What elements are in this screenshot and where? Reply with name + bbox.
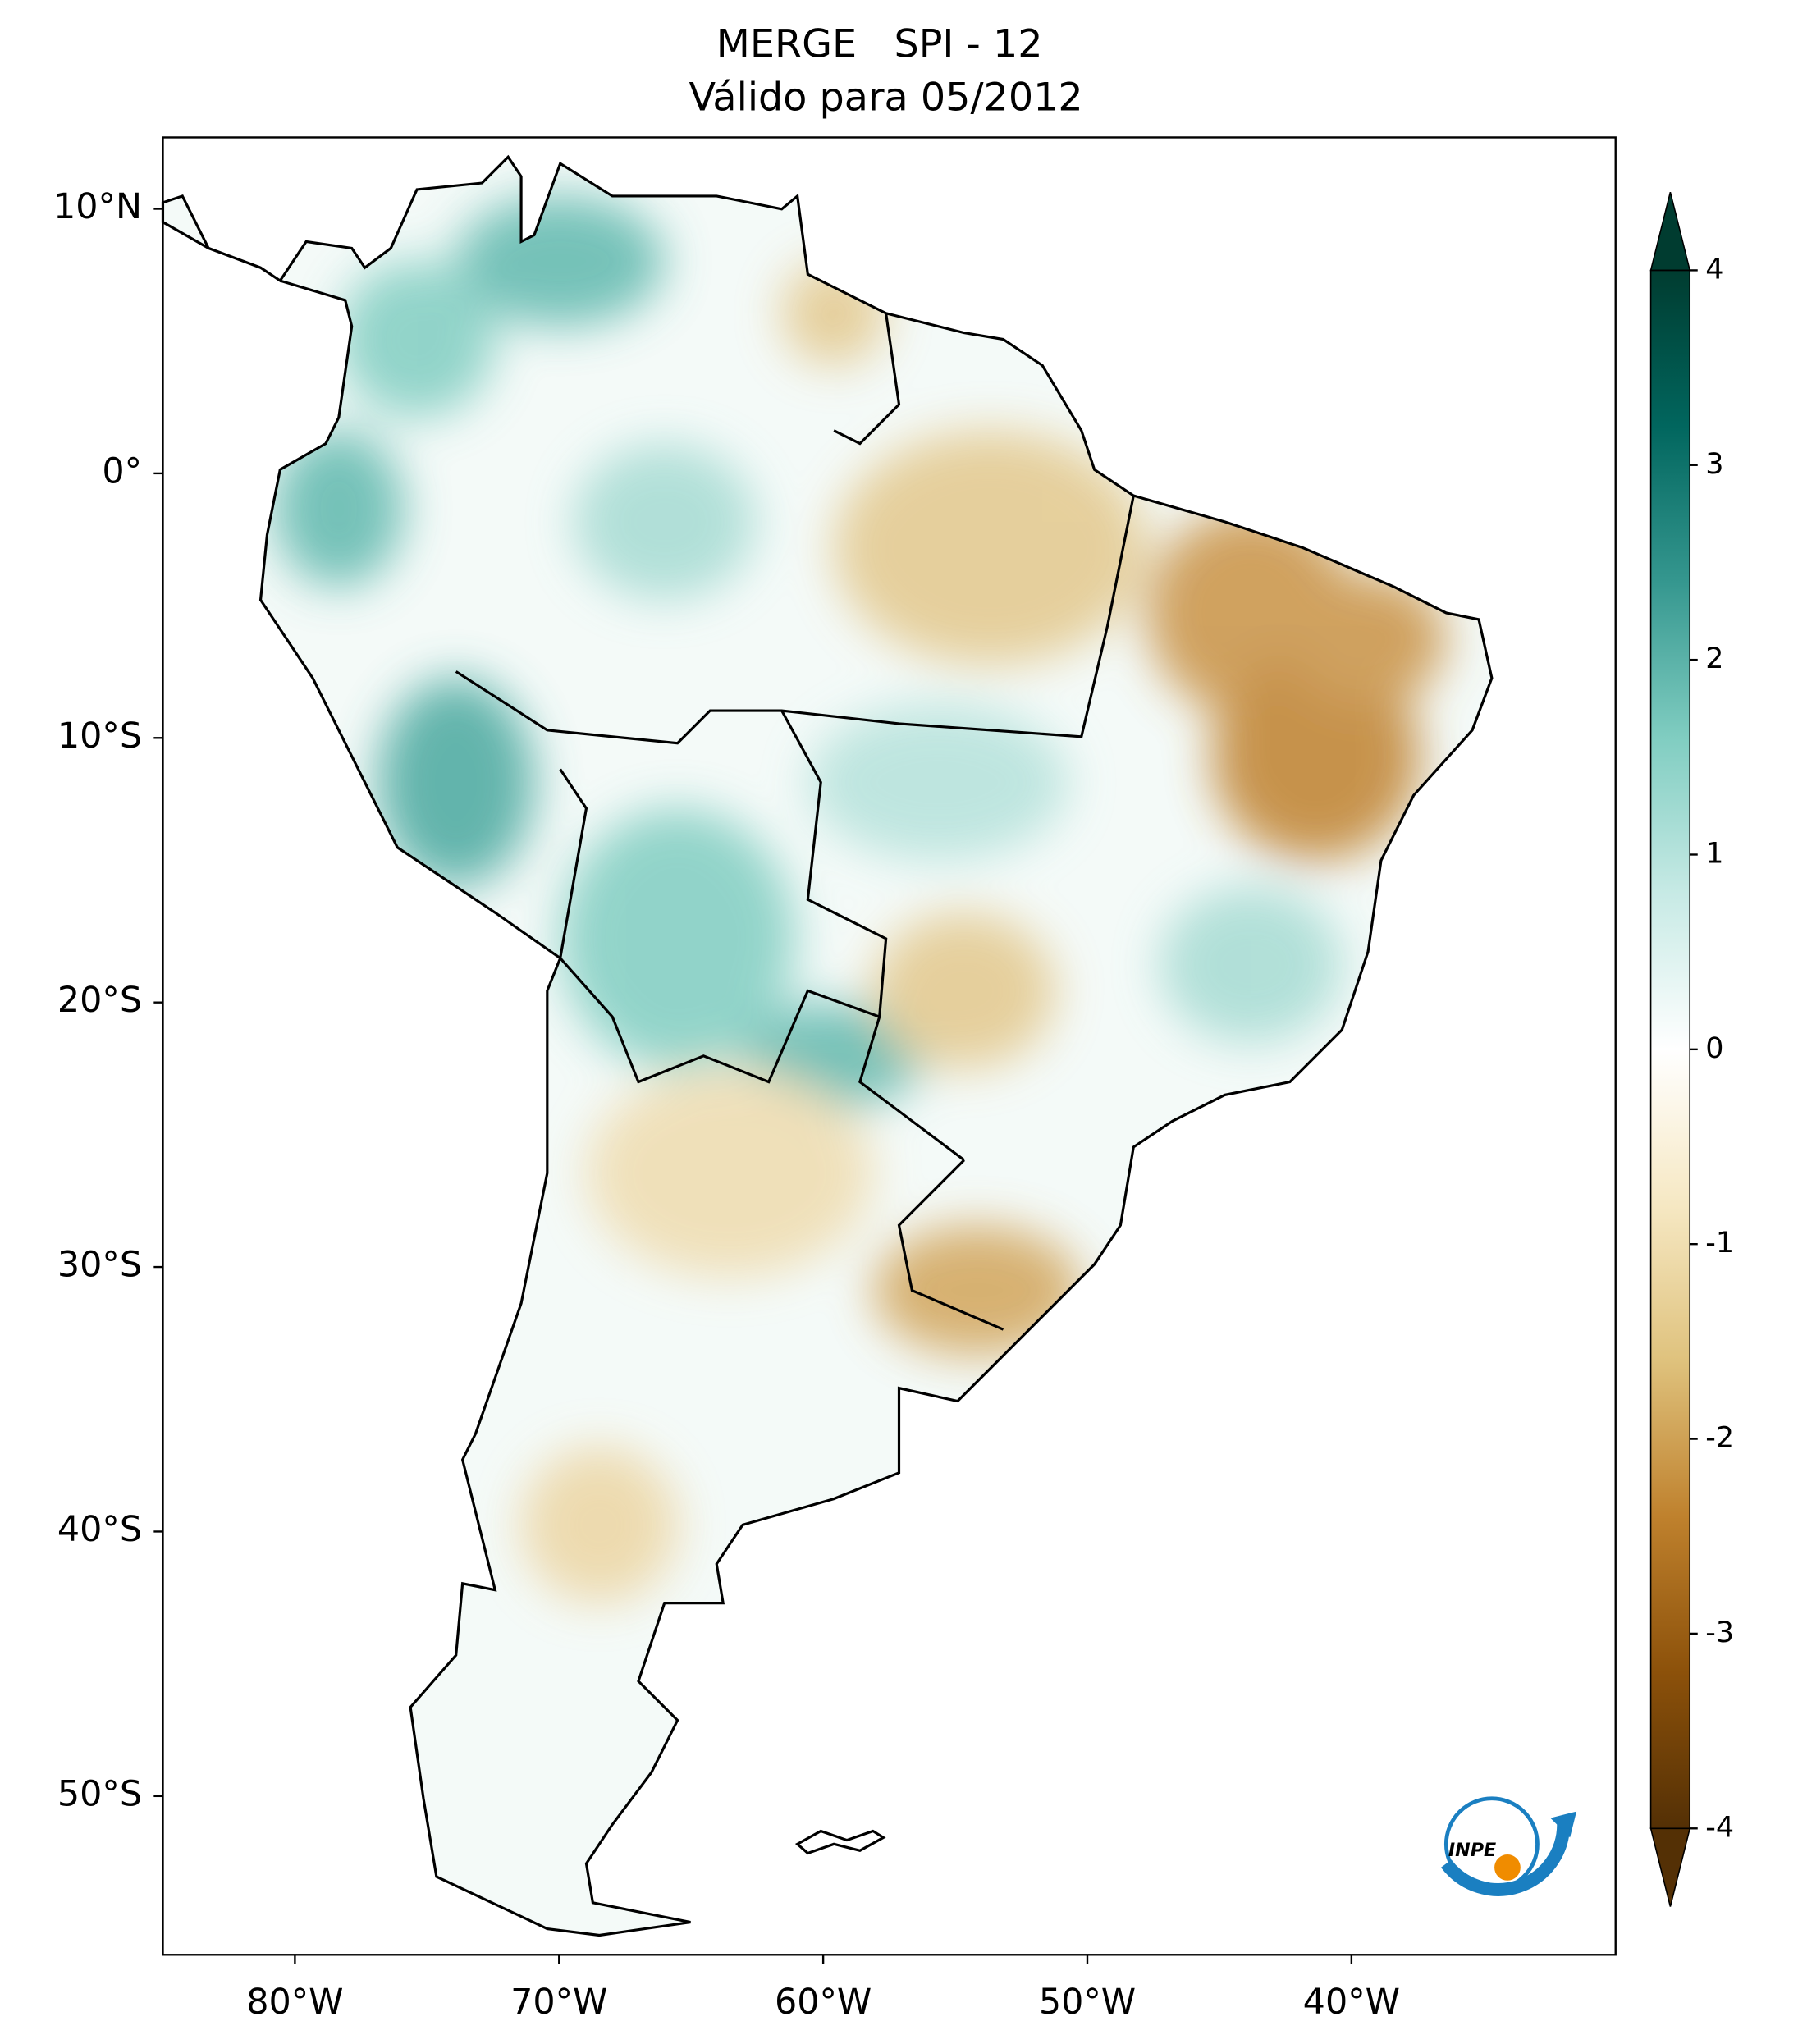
colorbar-tick-label: 2 bbox=[1705, 642, 1723, 675]
y-tick-label: 20°S bbox=[57, 980, 142, 1021]
title: MERGE SPI - 12 bbox=[716, 21, 1043, 66]
logo-text: INPE bbox=[1448, 1840, 1496, 1861]
y-tick-label: 10°N bbox=[53, 186, 142, 227]
subtitle: Válido para 05/2012 bbox=[689, 75, 1083, 120]
y-tick-label: 40°S bbox=[57, 1509, 142, 1550]
colorbar-tick-label: 4 bbox=[1705, 253, 1723, 286]
colorbar bbox=[1650, 270, 1690, 1829]
colorbar-extend-min bbox=[1649, 1827, 1691, 1907]
spi-field bbox=[162, 157, 1492, 1936]
colorbar-tick-label: -3 bbox=[1705, 1616, 1734, 1649]
falklands bbox=[794, 1829, 886, 1855]
colorbar-extend-max bbox=[1649, 191, 1691, 272]
y-tick-label: 30°S bbox=[57, 1245, 142, 1286]
map-frame bbox=[162, 136, 1617, 1956]
colorbar-tick-label: -1 bbox=[1705, 1227, 1734, 1260]
y-tick-label: 50°S bbox=[57, 1773, 142, 1814]
colorbar-tick-label: 1 bbox=[1705, 837, 1723, 870]
x-tick-label: 40°W bbox=[1303, 1982, 1400, 2023]
colorbar-tick-label: -4 bbox=[1705, 1811, 1734, 1844]
x-tick-label: 70°W bbox=[510, 1982, 607, 2023]
colorbar-tick-label: 3 bbox=[1705, 448, 1723, 481]
y-tick-label: 0° bbox=[102, 450, 142, 492]
x-tick-label: 60°W bbox=[775, 1982, 872, 2023]
x-tick-label: 80°W bbox=[246, 1982, 343, 2023]
y-tick-label: 10°S bbox=[57, 716, 142, 757]
colorbar-tick-label: -2 bbox=[1705, 1422, 1734, 1455]
colorbar-tick-label: 0 bbox=[1705, 1032, 1723, 1065]
x-tick-label: 50°W bbox=[1039, 1982, 1136, 2023]
logo: INPE bbox=[1440, 1796, 1577, 1896]
